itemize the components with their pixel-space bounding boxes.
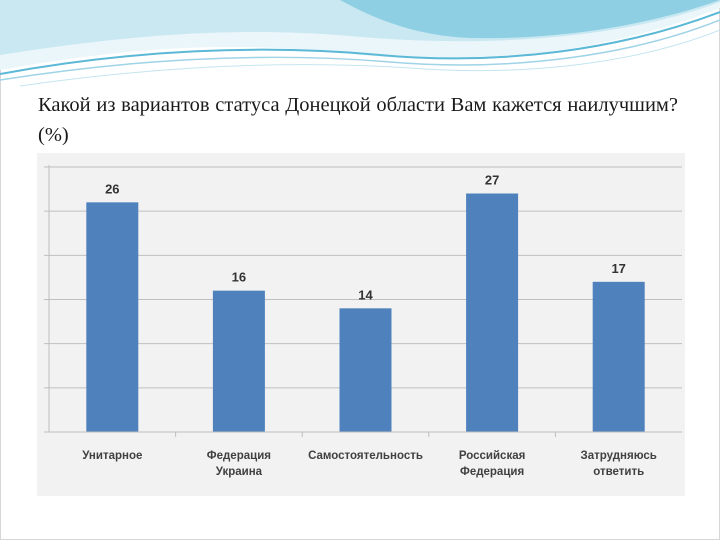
bar [592,281,645,432]
x-tick-label: Федерация [207,450,271,462]
x-tick-label: Унитарное [82,450,142,462]
data-label: 27 [485,173,499,188]
x-tick-label: Украина [216,466,263,478]
banner-line-1 [0,11,720,75]
decorative-wave-banner [0,0,720,87]
banner-line-2 [0,19,720,81]
data-labels-layer: 26 16 14 27 17 [105,173,626,303]
banner-wave-front [340,0,720,39]
chart-panel: 26 16 14 27 17 Унитарное Федерация Украина Само… [37,153,685,496]
slide-title: Какой из вариантов статуса Донецкой обла… [38,94,678,146]
x-tick-label: ответить [593,466,644,478]
bar [339,308,392,432]
data-label: 26 [105,181,119,196]
data-label: 16 [232,270,246,285]
x-axis: Унитарное Федерация Украина Самостоятельнос… [44,431,682,478]
data-label: 14 [358,287,373,302]
bar [466,193,519,432]
x-tick-label: Затрудняюсь [581,450,657,462]
banner-line-3 [19,29,720,87]
bar [86,202,139,432]
bar [212,290,265,432]
x-tick-label: Российская [459,450,525,462]
data-label: 17 [611,261,625,276]
x-tick-label: Федерация [460,466,524,478]
bar-chart: 26 16 14 27 17 Унитарное Федерация Украина Само… [44,165,682,478]
x-tick-label: Самостоятельность [308,450,423,462]
bars-layer [86,193,645,432]
